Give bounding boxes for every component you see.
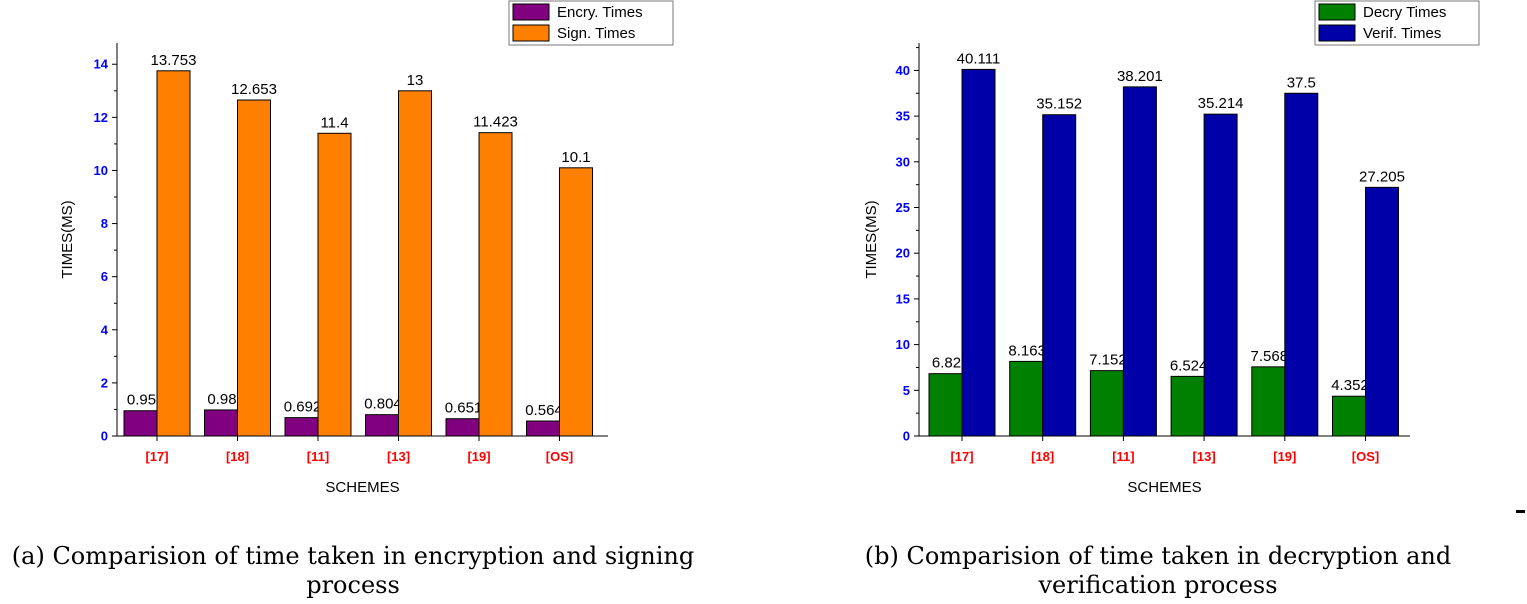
y-tick-label: 10 [896,337,910,352]
bar-first-series [928,373,963,437]
bar-first-series [284,417,319,437]
y-tick-label: 4 [101,322,109,337]
data-label: 13 [407,72,424,89]
data-label: 7.152 [1089,352,1127,369]
data-label: 11.423 [473,114,518,131]
data-label: 13.753 [151,52,197,69]
data-label: 4.352 [1331,377,1369,394]
bar-second-series [559,167,593,437]
bar-second-series [1203,113,1238,437]
bar-second-series [1042,114,1077,437]
legend-swatch [1318,24,1356,42]
x-tick-label: [17] [950,449,973,464]
bar-first-series [445,418,480,437]
bar-second-series [156,70,191,437]
y-tick-label: 20 [896,246,910,261]
data-label: 6.524 [1170,357,1208,374]
data-label: 11.4 [320,114,348,131]
bar-first-series [1332,395,1366,437]
bar-second-series [478,132,513,437]
y-axis-title: TIMES(MS) [863,200,880,278]
y-tick-label: 0 [903,429,910,444]
bar-second-series [317,132,352,437]
bar-second-series [1365,186,1399,437]
bar-first-series [123,410,158,437]
data-label: 0.564 [525,402,563,419]
x-tick-label: [18] [226,449,249,464]
caption-b: (b) Comparision of time taken in decrypt… [864,542,1452,599]
legend-label: Verif. Times [1363,25,1441,42]
bar-first-series [365,414,399,437]
legend-label: Sign. Times [557,25,635,42]
data-label: 6.82 [932,355,961,372]
data-label: 0.98 [207,391,236,408]
x-tick-label: [11] [307,449,329,464]
y-tick-label: 14 [94,57,109,72]
y-tick-label: 10 [94,163,108,178]
chart-b: 0 5 10 15 20 25 30 35 40 6.82 40.111 [17] 8.163 35.15… [863,0,1480,496]
bar-second-series [961,68,996,437]
legend-label: Encry. Times [557,4,643,21]
y-tick-label: 5 [903,383,910,398]
x-tick-label: [18] [1031,449,1054,464]
x-tick-label: [19] [467,449,490,464]
x-tick-label: [OS] [1352,449,1379,464]
data-label: 8.163 [1008,342,1046,359]
y-tick-label: 0 [101,429,108,444]
chart-a: 0 2 4 6 8 10 12 14 0.95 13.753 [17] 0.98 12.653 [18] 0… [59,0,674,496]
caption-a: (a) Comparision of time taken in encrypt… [11,542,695,599]
data-label: 0.95 [127,392,156,409]
y-tick-label: 30 [896,154,910,169]
data-label: 0.804 [364,396,402,413]
y-axis-title: TIMES(MS) [59,200,76,278]
bar-first-series [526,420,560,437]
bar-second-series [237,99,271,437]
y-tick-label: 6 [101,269,108,284]
bar-first-series [1089,370,1124,437]
legend-swatch [512,24,550,42]
y-tick-label: 15 [896,291,910,306]
x-axis-title: SCHEMES [1127,479,1201,496]
data-label: 0.692 [284,399,322,416]
x-tick-label: [11] [1112,449,1134,464]
bar-first-series [1009,360,1044,437]
data-label: 38.201 [1117,68,1163,85]
bar-second-series [398,90,432,437]
legend-label: Decry Times [1363,4,1446,21]
y-tick-label: 35 [896,109,910,124]
bar-second-series [1284,92,1319,437]
data-label: 10.1 [561,149,590,166]
data-label: 7.568 [1251,348,1289,365]
x-tick-label: [17] [145,449,168,464]
data-label: 27.205 [1359,168,1405,185]
x-tick-label: [13] [387,449,410,464]
legend: Decry Times Verif. Times [1314,0,1480,46]
bar-second-series [1122,86,1157,437]
data-label: 37.5 [1287,74,1316,91]
data-label: 35.152 [1036,96,1082,113]
y-tick-label: 2 [101,375,108,390]
y-tick-label: 25 [896,200,910,215]
x-tick-label: [19] [1273,449,1296,464]
y-tick-label: 40 [896,63,910,78]
data-label: 12.653 [231,81,277,98]
data-label: 35.214 [1198,95,1244,112]
bar-first-series [204,409,238,437]
data-label: 0.651 [445,400,483,417]
x-tick-label: [13] [1193,449,1216,464]
bar-first-series [1251,366,1286,437]
legend-swatch [512,3,550,21]
x-axis-title: SCHEMES [325,479,399,496]
y-tick-label: 12 [94,110,108,125]
legend-swatch [1318,3,1356,21]
x-tick-label: [OS] [546,449,573,464]
data-label: 40.111 [957,50,1001,67]
y-tick-label: 8 [101,216,108,231]
legend: Encry. Times Sign. Times [508,0,674,46]
bar-first-series [1170,375,1205,437]
stray-dash [1516,510,1525,513]
